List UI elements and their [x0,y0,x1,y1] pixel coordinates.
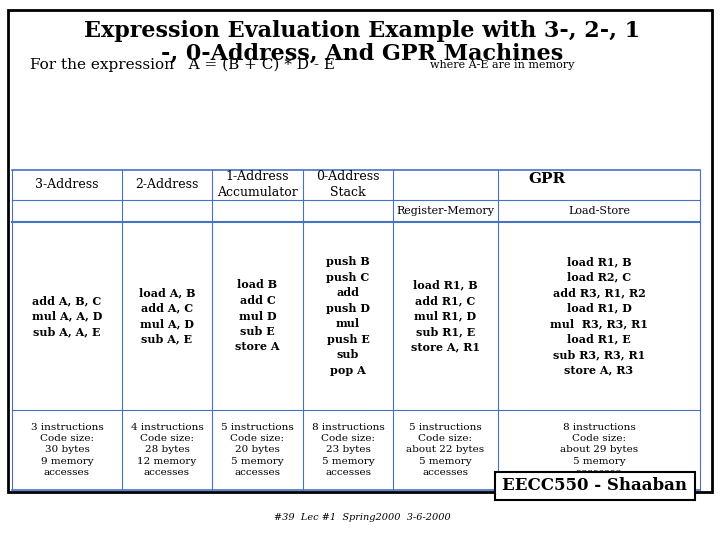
Text: add A, B, C
mul A, A, D
sub A, A, E: add A, B, C mul A, A, D sub A, A, E [32,295,102,337]
Text: load A, B
add A, C
mul A, D
sub A, E: load A, B add A, C mul A, D sub A, E [139,287,195,345]
Text: For the expression   A = (B + C) * D - E: For the expression A = (B + C) * D - E [30,58,335,72]
Text: 2-Address: 2-Address [135,179,199,192]
Text: 3 instructions
Code size:
30 bytes
9 memory
accesses: 3 instructions Code size: 30 bytes 9 mem… [31,423,104,477]
Text: 8 instructions
Code size:
about 29 bytes
5 memory
accesses: 8 instructions Code size: about 29 bytes… [560,423,638,477]
Bar [8,10,712,492]
Text: load R1, B
add R1, C
mul R1, D
sub R1, E
store A, R1: load R1, B add R1, C mul R1, D sub R1, E… [411,280,480,353]
Text: #39  Lec #1  Spring2000  3-6-2000: #39 Lec #1 Spring2000 3-6-2000 [274,514,451,523]
Text: push B
push C
add
push D
mul
push E
sub
pop A: push B push C add push D mul push E sub … [326,256,370,376]
Text: -, 0-Address, And GPR Machines: -, 0-Address, And GPR Machines [161,43,563,65]
Bar [495,472,695,500]
Text: EECC550 - Shaaban: EECC550 - Shaaban [503,477,688,495]
Text: 8 instructions
Code size:
23 bytes
5 memory
accesses: 8 instructions Code size: 23 bytes 5 mem… [312,423,384,477]
Text: where A-E are in memory: where A-E are in memory [430,60,575,70]
Text: load R1, B
load R2, C
add R3, R1, R2
load R1, D
mul  R3, R3, R1
load R1, E
sub R: load R1, B load R2, C add R3, R1, R2 loa… [550,256,648,376]
Text: Load-Store: Load-Store [568,206,630,216]
Text: GPR: GPR [528,172,565,186]
Text: 0-Address
Stack: 0-Address Stack [316,171,379,199]
Text: 5 instructions
Code size:
20 bytes
5 memory
accesses: 5 instructions Code size: 20 bytes 5 mem… [221,423,294,477]
Text: Register-Memory: Register-Memory [397,206,495,216]
Text: 4 instructions
Code size:
28 bytes
12 memory
accesses: 4 instructions Code size: 28 bytes 12 me… [130,423,203,477]
Text: 5 instructions
Code size:
about 22 bytes
5 memory
accesses: 5 instructions Code size: about 22 bytes… [406,423,485,477]
Text: Expression Evaluation Example with 3-, 2-, 1: Expression Evaluation Example with 3-, 2… [84,20,640,42]
Text: 1-Address
Accumulator: 1-Address Accumulator [217,171,298,199]
Text: load B
add C
mul D
sub E
store A: load B add C mul D sub E store A [235,280,280,353]
Text: 3-Address: 3-Address [35,179,99,192]
